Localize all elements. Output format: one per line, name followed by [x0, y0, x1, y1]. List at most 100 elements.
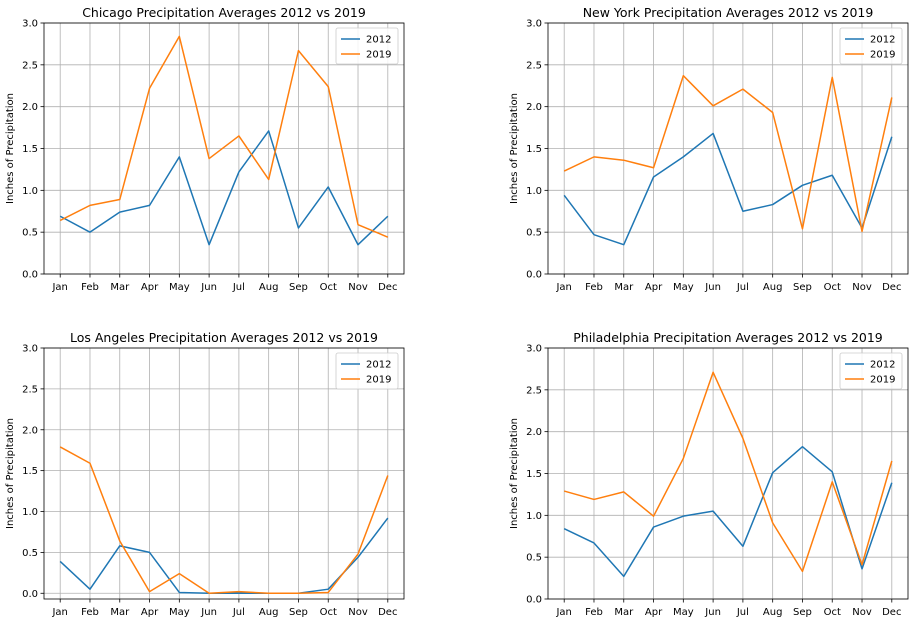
x-tick-label: Mar	[110, 607, 130, 618]
legend-label-2012: 2012	[870, 35, 895, 46]
x-tick-label: Nov	[348, 607, 368, 618]
series-line-2012	[563, 445, 893, 578]
chart-new-york: Jan Feb Mar Apr May Jun Jul Aug Sep Oct Nov Dec 0.0 0…	[509, 5, 909, 293]
x-tick-label: Nov	[852, 282, 872, 293]
x-tick-label: Nov	[348, 282, 368, 293]
y-tick-label: 0.5	[22, 548, 38, 559]
series-line-2019	[563, 371, 893, 573]
legend-label-2019: 2019	[870, 375, 895, 386]
x-tick-label: Jul	[736, 607, 749, 618]
legend-box	[839, 352, 903, 390]
chart-philadelphia: Jan Feb Mar Apr May Jun Jul Aug Sep Oct Nov Dec 0.0 0…	[509, 330, 909, 618]
series-line-2019	[59, 35, 389, 238]
y-tick-label: 1.5	[22, 144, 38, 155]
x-tick-label: Jul	[736, 282, 749, 293]
x-tick-label: Feb	[81, 607, 99, 618]
y-tick-label: 3.0	[526, 19, 542, 30]
chart-title: Chicago Precipitation Averages 2012 vs 2…	[82, 5, 366, 20]
x-tick-label: Aug	[763, 607, 783, 618]
y-axis-label: Inches of Precipitation	[5, 93, 16, 204]
y-axis-label: Inches of Precipitation	[5, 418, 16, 529]
y-tick-label: 2.5	[526, 60, 542, 71]
y-tick-label: 2.0	[526, 102, 542, 113]
y-tick-label: 1.0	[526, 511, 542, 522]
y-tick-label: 0.5	[526, 228, 542, 239]
x-tick-label: May	[673, 607, 694, 618]
y-tick-label: 0.5	[22, 228, 38, 239]
y-tick-label: 2.5	[22, 60, 38, 71]
x-tick-label: Feb	[585, 607, 603, 618]
x-tick-label: Jan	[51, 282, 67, 293]
x-tick-label: Jun	[200, 282, 217, 293]
y-axis-label: Inches of Precipitation	[509, 418, 520, 529]
chart-chicago: Jan Feb Mar Apr May Jun Jul Aug Sep Oct Nov Dec 0.0 0…	[5, 5, 405, 293]
y-tick-label: 3.0	[22, 19, 38, 30]
y-tick-label: 1.0	[526, 186, 542, 197]
x-tick-label: Jun	[704, 282, 721, 293]
chart-los-angeles: Jan Feb Mar Apr May Jun Jul Aug Sep Oct Nov Dec 0.0 0…	[5, 330, 405, 618]
legend-label-2019: 2019	[870, 50, 895, 61]
x-tick-label: May	[169, 282, 190, 293]
y-tick-label: 0.0	[526, 270, 542, 281]
y-axis-label: Inches of Precipitation	[509, 93, 520, 204]
y-tick-label: 3.0	[526, 344, 542, 355]
x-tick-label: Mar	[614, 282, 634, 293]
x-tick-label: Oct	[824, 282, 841, 293]
x-tick-label: Aug	[763, 282, 783, 293]
x-tick-label: Sep	[793, 282, 812, 293]
x-tick-label: Sep	[793, 607, 812, 618]
series-line-2012	[59, 517, 389, 595]
legend: 2012 2019	[335, 352, 399, 390]
x-tick-label: Apr	[141, 282, 159, 293]
x-tick-label: Oct	[320, 282, 337, 293]
y-tick-label: 2.0	[526, 427, 542, 438]
chart-title: New York Precipitation Averages 2012 vs …	[583, 5, 874, 20]
y-tick-label: 1.5	[526, 144, 542, 155]
x-tick-label: Dec	[882, 282, 901, 293]
x-tick-label: May	[673, 282, 694, 293]
y-tick-label: 3.0	[22, 344, 38, 355]
x-tick-label: Sep	[289, 282, 308, 293]
y-tick-label: 0.0	[22, 589, 38, 600]
y-tick-label: 2.5	[22, 384, 38, 395]
legend: 2012 2019	[839, 27, 903, 65]
legend: 2012 2019	[839, 352, 903, 390]
x-tick-label: Apr	[645, 607, 663, 618]
x-tick-label: Mar	[614, 607, 634, 618]
legend-box	[335, 27, 399, 65]
x-tick-label: Nov	[852, 607, 872, 618]
plot-frame	[43, 347, 405, 600]
x-tick-label: Mar	[110, 282, 130, 293]
y-tick-label: 0.0	[526, 595, 542, 606]
x-tick-label: Jan	[555, 607, 571, 618]
x-tick-label: Jul	[232, 282, 245, 293]
x-tick-label: Jun	[200, 607, 217, 618]
x-tick-label: Aug	[259, 282, 279, 293]
x-tick-label: Dec	[882, 607, 901, 618]
legend-label-2019: 2019	[366, 375, 391, 386]
x-tick-label: Dec	[378, 607, 397, 618]
y-tick-label: 1.0	[22, 186, 38, 197]
series-line-2019	[59, 446, 389, 595]
series-line-2012	[563, 132, 893, 246]
legend-label-2019: 2019	[366, 50, 391, 61]
x-tick-label: Oct	[320, 607, 337, 618]
x-tick-label: Apr	[141, 607, 159, 618]
y-tick-label: 0.0	[22, 270, 38, 281]
y-tick-label: 1.0	[22, 507, 38, 518]
legend-box	[335, 352, 399, 390]
x-tick-label: Feb	[585, 282, 603, 293]
x-tick-label: Feb	[81, 282, 99, 293]
y-tick-label: 2.5	[526, 385, 542, 396]
x-tick-label: Sep	[289, 607, 308, 618]
series-line-2012	[59, 130, 389, 246]
x-tick-label: Aug	[259, 607, 279, 618]
legend-label-2012: 2012	[366, 360, 391, 371]
x-tick-label: Jul	[232, 607, 245, 618]
y-tick-label: 1.5	[526, 469, 542, 480]
legend-label-2012: 2012	[366, 35, 391, 46]
x-tick-label: Jan	[555, 282, 571, 293]
chart-title: Los Angeles Precipitation Averages 2012 …	[70, 330, 378, 345]
legend-box	[839, 27, 903, 65]
